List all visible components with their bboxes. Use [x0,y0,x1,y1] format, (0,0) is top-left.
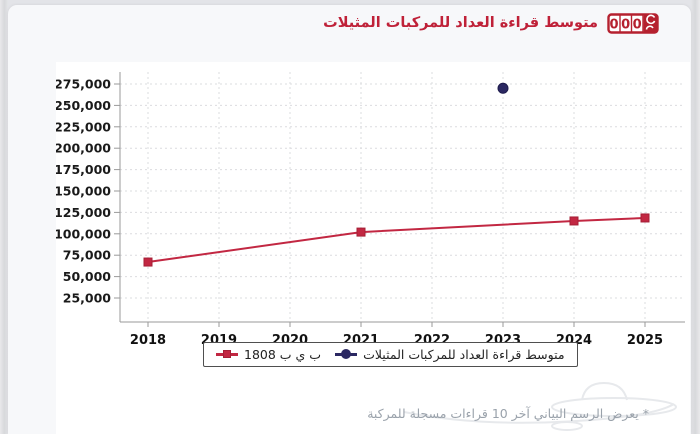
section-header: متوسط قراءة العداد للمركبات المثيلات 0 0… [323,11,659,35]
svg-text:0: 0 [633,17,642,32]
svg-text:75,000: 75,000 [63,248,112,263]
footnote-text: يعرض الرسم البياني آخر 10 قراءات مسجلة ل… [367,406,639,421]
svg-text:2025: 2025 [627,333,663,348]
svg-text:275,000: 275,000 [56,77,111,92]
svg-text:0: 0 [609,17,618,32]
svg-text:125,000: 125,000 [56,205,111,220]
svg-text:150,000: 150,000 [56,184,111,199]
report-card: متوسط قراءة العداد للمركبات المثيلات 0 0… [8,5,691,434]
series-1 [497,82,509,94]
y-gridlines: 25,000 50,000 75,000 100,000 125,000 150,000 1… [54,77,685,306]
svg-text:175,000: 175,000 [56,162,111,177]
data-point[interactable] [640,213,650,223]
odometer-icon: 0 0 0 [607,12,659,34]
chart-footnote: * يعرض الرسم البياني آخر 10 قراءات مسجلة… [367,406,649,421]
data-point[interactable] [356,227,366,237]
line-chart: 25,000 50,000 75,000 100,000 125,000 150,000 1… [54,72,685,348]
footnote-marker: * [642,406,649,421]
axes [119,72,685,323]
legend-item-vehicle[interactable]: 1808 ب ي ب [216,347,321,362]
svg-text:2018: 2018 [130,333,166,348]
chart-legend: 1808 ب ي ب متوسط قراءة العداد للمركبات ا… [203,342,578,367]
section-title: متوسط قراءة العداد للمركبات المثيلات [323,15,598,31]
svg-text:200,000: 200,000 [56,141,111,156]
chart-panel: 25,000 50,000 75,000 100,000 125,000 150,000 1… [54,62,690,434]
page-right-margin [691,0,700,434]
svg-text:50,000: 50,000 [63,269,112,284]
svg-text:0: 0 [621,17,630,32]
series-line [147,216,646,264]
svg-text:25,000: 25,000 [63,291,112,306]
page-left-margin [0,0,8,434]
legend-label-average: متوسط قراءة العداد للمركبات المثيلات [363,347,565,362]
data-point[interactable] [497,82,509,94]
svg-text:100,000: 100,000 [56,226,111,241]
svg-text:225,000: 225,000 [56,119,111,134]
series-0 [143,213,650,267]
legend-square-marker [216,350,238,358]
legend-item-average[interactable]: متوسط قراءة العداد للمركبات المثيلات [335,347,565,362]
legend-label-vehicle: 1808 ب ي ب [244,347,322,362]
svg-text:250,000: 250,000 [56,98,111,113]
legend-dot-marker [335,349,358,359]
data-point[interactable] [569,216,579,226]
data-point[interactable] [143,257,153,267]
x-gridlines: 2018 2019 2020 2021 2022 2023 2024 2025 [130,72,663,348]
